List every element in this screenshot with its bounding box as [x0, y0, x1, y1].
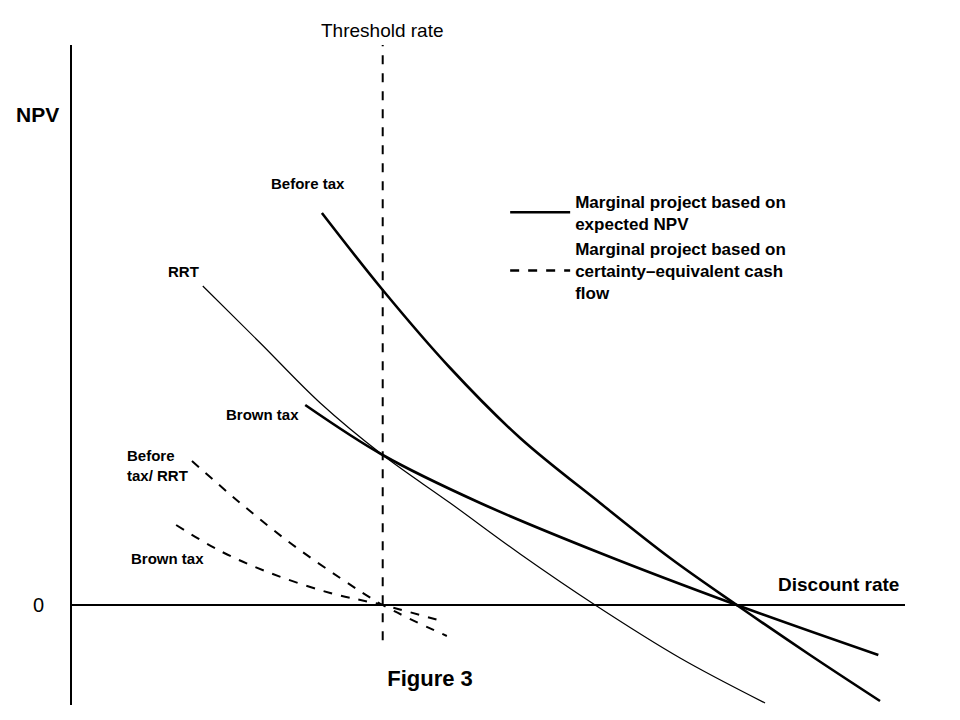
svg-text:Brown tax: Brown tax — [131, 550, 204, 567]
svg-text:Threshold rate: Threshold rate — [321, 20, 444, 41]
svg-text:Figure 3: Figure 3 — [387, 666, 473, 691]
svg-text:Brown tax: Brown tax — [226, 406, 299, 423]
svg-text:Discount rate: Discount rate — [778, 574, 899, 595]
svg-text:Marginal project based oncerta: Marginal project based oncertainty–equiv… — [575, 240, 786, 303]
svg-text:0: 0 — [33, 594, 44, 616]
svg-text:RRT: RRT — [168, 263, 199, 280]
svg-text:Beforetax/ RRT: Beforetax/ RRT — [127, 447, 188, 484]
svg-text:NPV: NPV — [16, 103, 59, 126]
svg-text:Marginal project based onexpec: Marginal project based onexpected NPV — [575, 193, 786, 234]
svg-text:Before tax: Before tax — [271, 175, 345, 192]
